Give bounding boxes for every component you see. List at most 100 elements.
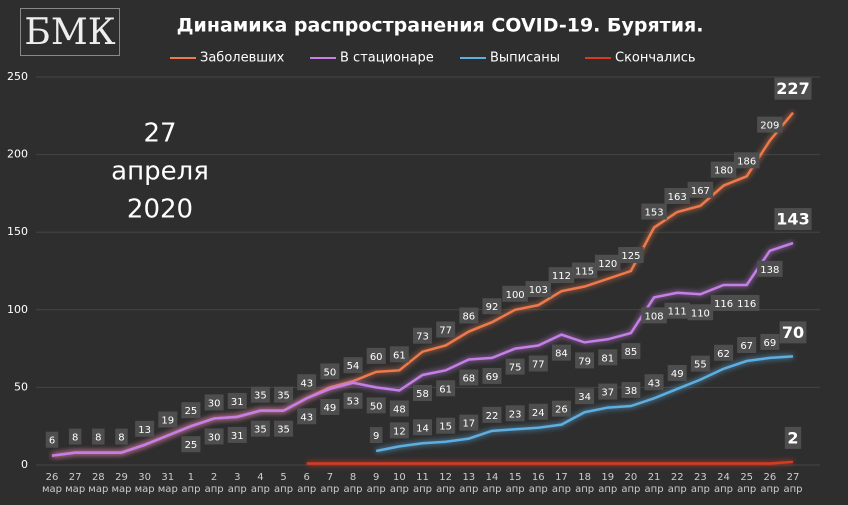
x-tick-label: 28 мар — [88, 472, 109, 495]
data-label: 69 — [763, 338, 776, 349]
data-label: 25 — [185, 406, 198, 417]
x-tick-label: 22 апр — [667, 472, 687, 495]
data-label: 62 — [717, 349, 730, 360]
data-label: 50 — [324, 367, 337, 378]
data-label: 8 — [72, 433, 78, 444]
data-label: 48 — [393, 405, 406, 416]
data-label-box — [710, 161, 737, 178]
data-label-box — [598, 349, 618, 366]
data-label-box — [710, 294, 737, 311]
data-label-box — [505, 358, 525, 375]
data-label-box — [343, 392, 363, 409]
data-label-box — [482, 367, 502, 384]
data-label: 22 — [486, 411, 499, 422]
x-tick-label: 4 апр — [250, 472, 270, 495]
data-label-box — [528, 403, 548, 420]
data-label-box — [297, 408, 317, 425]
data-label: 120 — [598, 259, 617, 270]
data-label-box — [714, 344, 734, 361]
legend-label: Скончались — [615, 51, 696, 66]
x-tick-label: 29 мар — [111, 472, 132, 495]
data-label-box — [413, 327, 432, 344]
data-label: 143 — [776, 210, 809, 229]
data-label: 50 — [370, 401, 383, 412]
data-label: 55 — [694, 360, 707, 371]
data-label: 54 — [347, 361, 360, 372]
data-label-box — [690, 355, 710, 372]
data-label-box — [135, 420, 155, 437]
data-label: 43 — [648, 378, 661, 389]
data-label-box — [45, 431, 59, 448]
x-tick-label: 25 апр — [737, 472, 757, 495]
data-label: 116 — [737, 299, 756, 310]
data-label: 31 — [231, 431, 244, 442]
x-tick-label: 10 апр — [389, 472, 409, 495]
data-label: 110 — [691, 308, 710, 319]
x-tick-label: 27 мар — [65, 472, 86, 495]
data-label-box — [92, 428, 105, 445]
data-label-box — [158, 411, 178, 428]
data-label: 19 — [161, 416, 174, 427]
data-label-box — [250, 386, 270, 403]
series-line — [51, 241, 794, 457]
y-tick-label: 50 — [14, 380, 28, 393]
data-label: 85 — [625, 347, 638, 358]
data-label: 53 — [347, 397, 360, 408]
data-label: 49 — [324, 403, 337, 414]
x-tick-label: 12 апр — [436, 472, 456, 495]
data-label-box — [436, 380, 456, 397]
data-label: 163 — [668, 192, 687, 203]
series-line — [375, 355, 794, 453]
data-label-box — [459, 307, 479, 324]
data-label: 61 — [439, 384, 452, 395]
data-label-box — [757, 116, 783, 133]
x-tick-label: 8 апр — [343, 472, 363, 495]
data-label-box — [664, 302, 690, 319]
data-label-box — [204, 394, 224, 411]
data-label: 100 — [506, 290, 525, 301]
legend-label: Выписаны — [490, 51, 560, 66]
data-label: 24 — [532, 408, 545, 419]
data-label-box — [250, 420, 270, 437]
data-label-box — [320, 363, 340, 380]
data-label: 73 — [416, 332, 429, 343]
data-label-box — [774, 208, 812, 231]
data-label-box — [389, 422, 409, 439]
data-label-box — [227, 392, 247, 409]
x-tick-label: 5 апр — [274, 472, 294, 495]
data-label-box — [505, 405, 525, 422]
data-label-box — [598, 383, 618, 400]
legend-label: В стационаре — [340, 51, 434, 66]
data-label-box — [297, 374, 317, 391]
data-label: 77 — [532, 359, 545, 370]
data-label-box — [343, 357, 363, 374]
data-label-box — [575, 352, 595, 369]
data-label-box — [760, 333, 780, 350]
data-label: 108 — [645, 311, 664, 322]
data-label: 31 — [231, 397, 244, 408]
data-label-box — [413, 384, 432, 401]
data-label-box — [413, 419, 432, 436]
data-label-box — [641, 307, 667, 324]
data-label: 6 — [49, 436, 55, 447]
data-label: 30 — [208, 398, 221, 409]
x-tick-label: 6 апр — [297, 472, 317, 495]
data-label: 92 — [486, 302, 499, 313]
data-label: 77 — [439, 325, 452, 336]
data-label-box — [227, 426, 247, 443]
data-label: 43 — [300, 412, 313, 423]
data-label: 35 — [254, 391, 267, 402]
data-label: 37 — [601, 388, 614, 399]
data-label: 60 — [370, 352, 383, 363]
data-label: 13 — [138, 425, 151, 436]
x-tick-label: 16 апр — [528, 472, 548, 495]
data-label: 111 — [668, 307, 687, 318]
x-tick-label: 21 апр — [644, 472, 664, 495]
data-label-box — [664, 188, 690, 205]
data-label: 180 — [714, 166, 733, 177]
x-tick-label: 2 апр — [204, 472, 224, 495]
legend-label: Заболевших — [200, 51, 285, 66]
data-label-box — [482, 298, 502, 315]
